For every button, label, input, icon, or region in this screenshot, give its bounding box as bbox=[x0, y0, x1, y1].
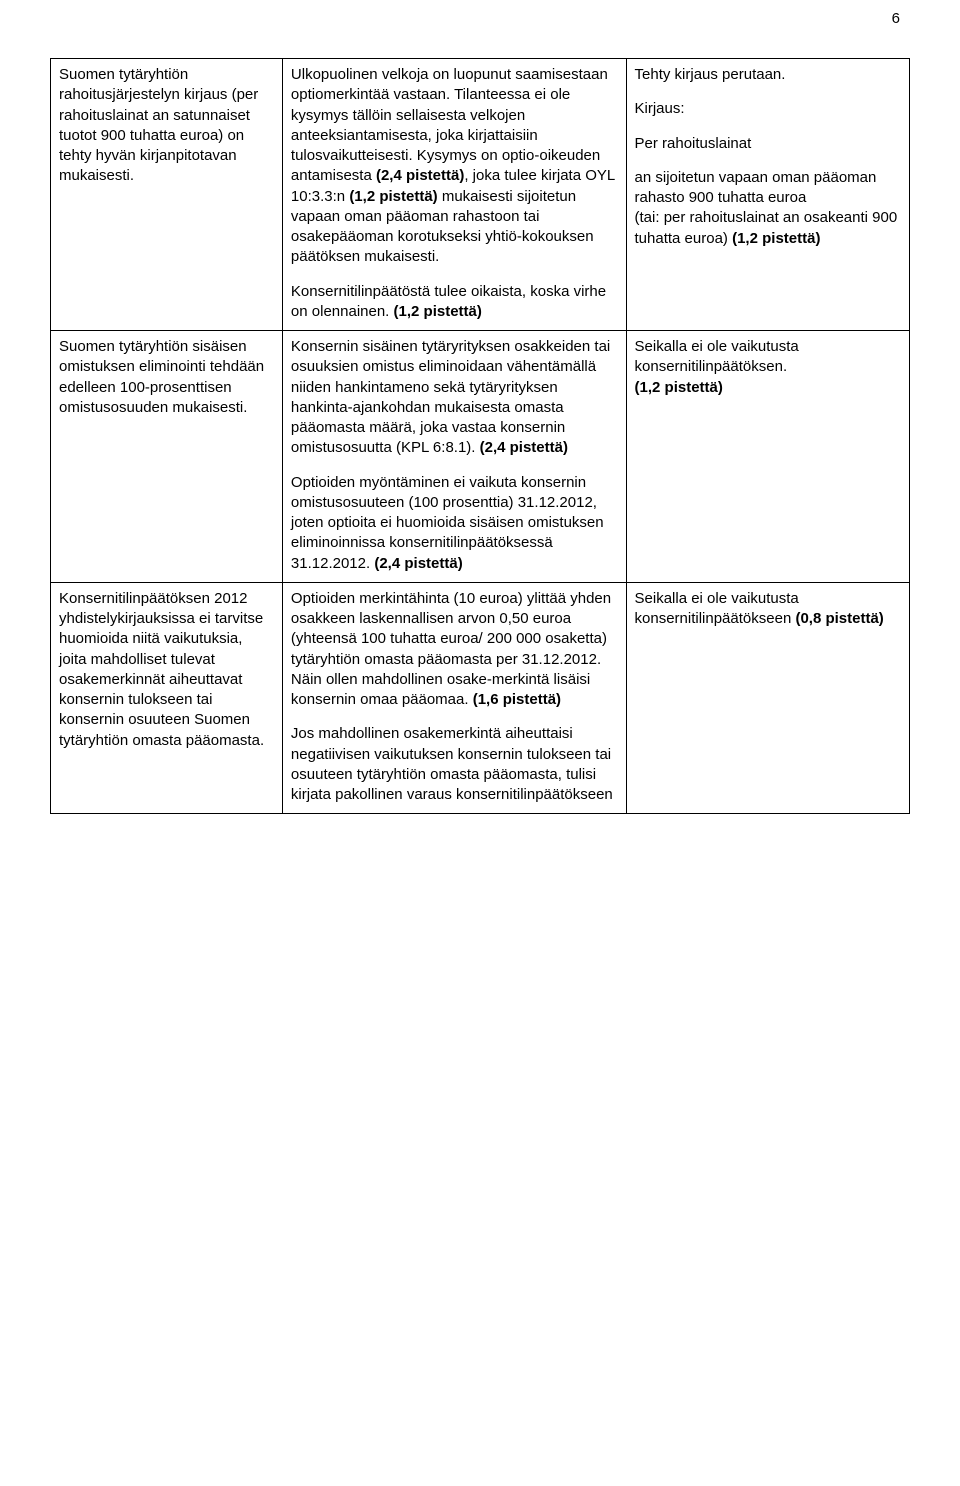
cell-middle: Konsernin sisäinen tytäryrityksen osakke… bbox=[282, 331, 626, 583]
cell-middle: Optioiden merkintähinta (10 euroa) ylitt… bbox=[282, 582, 626, 814]
cell-right: Seikalla ei ole vaikutusta konsernitilin… bbox=[626, 331, 909, 583]
paragraph: Per rahoituslainat bbox=[635, 134, 901, 154]
points: (1,2 pistettä) bbox=[349, 188, 437, 205]
points: (1,2 pistettä) bbox=[394, 303, 482, 320]
table-row: Konsernitilinpäätöksen 2012 yhdistelykir… bbox=[51, 582, 910, 814]
table-row: Suomen tytäryhtiön rahoitusjärjestelyn k… bbox=[51, 59, 910, 331]
points: (2,4 pistettä) bbox=[374, 555, 462, 572]
points: (1,2 pistettä) bbox=[635, 379, 723, 396]
content-table: Suomen tytäryhtiön rahoitusjärjestelyn k… bbox=[50, 58, 910, 814]
paragraph: Konsernin sisäinen tytäryrityksen osakke… bbox=[291, 337, 618, 459]
cell-left: Suomen tytäryhtiön sisäisen omistuksen e… bbox=[51, 331, 283, 583]
paragraph: Konsernitilinpäätöksen 2012 yhdistelykir… bbox=[59, 589, 274, 751]
text: an sijoitetun vapaan oman pääoman rahast… bbox=[635, 169, 877, 206]
paragraph: Optioiden myöntäminen ei vaikuta konsern… bbox=[291, 473, 618, 574]
points: (2,4 pistettä) bbox=[480, 439, 568, 456]
paragraph: Optioiden merkintähinta (10 euroa) ylitt… bbox=[291, 589, 618, 711]
paragraph: Seikalla ei ole vaikutusta konsernitilin… bbox=[635, 337, 901, 398]
paragraph: Suomen tytäryhtiön sisäisen omistuksen e… bbox=[59, 337, 274, 418]
paragraph: Tehty kirjaus perutaan. bbox=[635, 65, 901, 85]
cell-left: Suomen tytäryhtiön rahoitusjärjestelyn k… bbox=[51, 59, 283, 331]
table-row: Suomen tytäryhtiön sisäisen omistuksen e… bbox=[51, 331, 910, 583]
paragraph: Konsernitilinpäätöstä tulee oikaista, ko… bbox=[291, 282, 618, 323]
cell-left: Konsernitilinpäätöksen 2012 yhdistelykir… bbox=[51, 582, 283, 814]
points: (1,6 pistettä) bbox=[473, 691, 561, 708]
paragraph: Kirjaus: bbox=[635, 99, 901, 119]
paragraph: Ulkopuolinen velkoja on luopunut saamise… bbox=[291, 65, 618, 268]
points: (1,2 pistettä) bbox=[732, 230, 820, 247]
paragraph: Suomen tytäryhtiön rahoitusjärjestelyn k… bbox=[59, 65, 274, 187]
text: Seikalla ei ole vaikutusta konsernitilin… bbox=[635, 338, 799, 375]
paragraph: an sijoitetun vapaan oman pääoman rahast… bbox=[635, 168, 901, 249]
cell-right: Seikalla ei ole vaikutusta konsernitilin… bbox=[626, 582, 909, 814]
text: Optioiden merkintähinta (10 euroa) ylitt… bbox=[291, 590, 611, 708]
page-number: 6 bbox=[892, 10, 900, 27]
paragraph: Seikalla ei ole vaikutusta konsernitilin… bbox=[635, 589, 901, 630]
text: Seikalla ei ole vaikutusta konsernitilin… bbox=[635, 590, 799, 627]
cell-middle: Ulkopuolinen velkoja on luopunut saamise… bbox=[282, 59, 626, 331]
paragraph: Jos mahdollinen osakemerkintä aiheuttais… bbox=[291, 724, 618, 805]
points: (0,8 pistettä) bbox=[795, 610, 883, 627]
cell-right: Tehty kirjaus perutaan. Kirjaus: Per rah… bbox=[626, 59, 909, 331]
points: (2,4 pistettä) bbox=[376, 167, 464, 184]
